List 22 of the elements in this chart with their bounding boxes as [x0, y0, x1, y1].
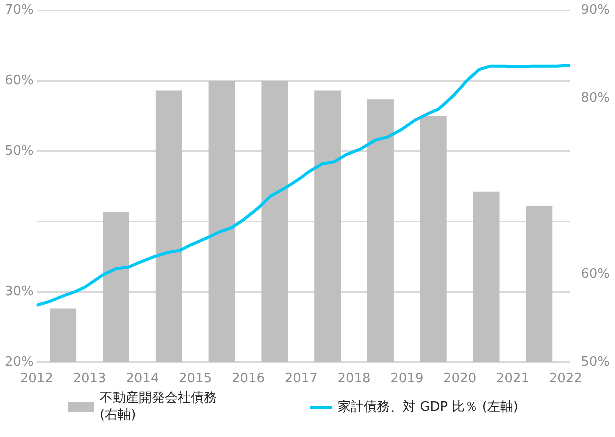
x-tick-label: 2013	[73, 372, 106, 387]
y2-tick-label: 60%	[581, 266, 610, 282]
x-tick-label: 2015	[179, 372, 212, 387]
y2-tick-label: 90%	[581, 3, 610, 18]
x-tick-label: 2018	[338, 372, 371, 387]
y2-tick-label: 80%	[581, 91, 610, 106]
x-tick-label: 2014	[126, 372, 160, 387]
y-tick-label: 50%	[4, 144, 34, 159]
y-tick-label: 60%	[4, 73, 34, 88]
x-tick-label: 2022	[549, 372, 582, 387]
y-tick-label: 70%	[4, 3, 34, 18]
x-tick-label: 2021	[496, 372, 530, 387]
legend-label: 家計債務、対 GDP 比％ (左軸)	[338, 398, 518, 416]
x-tick-label: 2012	[20, 372, 54, 387]
x-tick-label: 2016	[232, 372, 266, 387]
y-tick-label: 20%	[4, 354, 34, 370]
x-tick-label: 2020	[444, 372, 477, 387]
x-tick-label: 2019	[390, 372, 424, 387]
y-tick-label: 30%	[4, 284, 34, 300]
legend-label: 不動産開発会社債務 (右軸)	[100, 390, 218, 424]
x-tick-label: 2017	[284, 372, 318, 387]
y2-tick-label: 50%	[581, 354, 610, 370]
